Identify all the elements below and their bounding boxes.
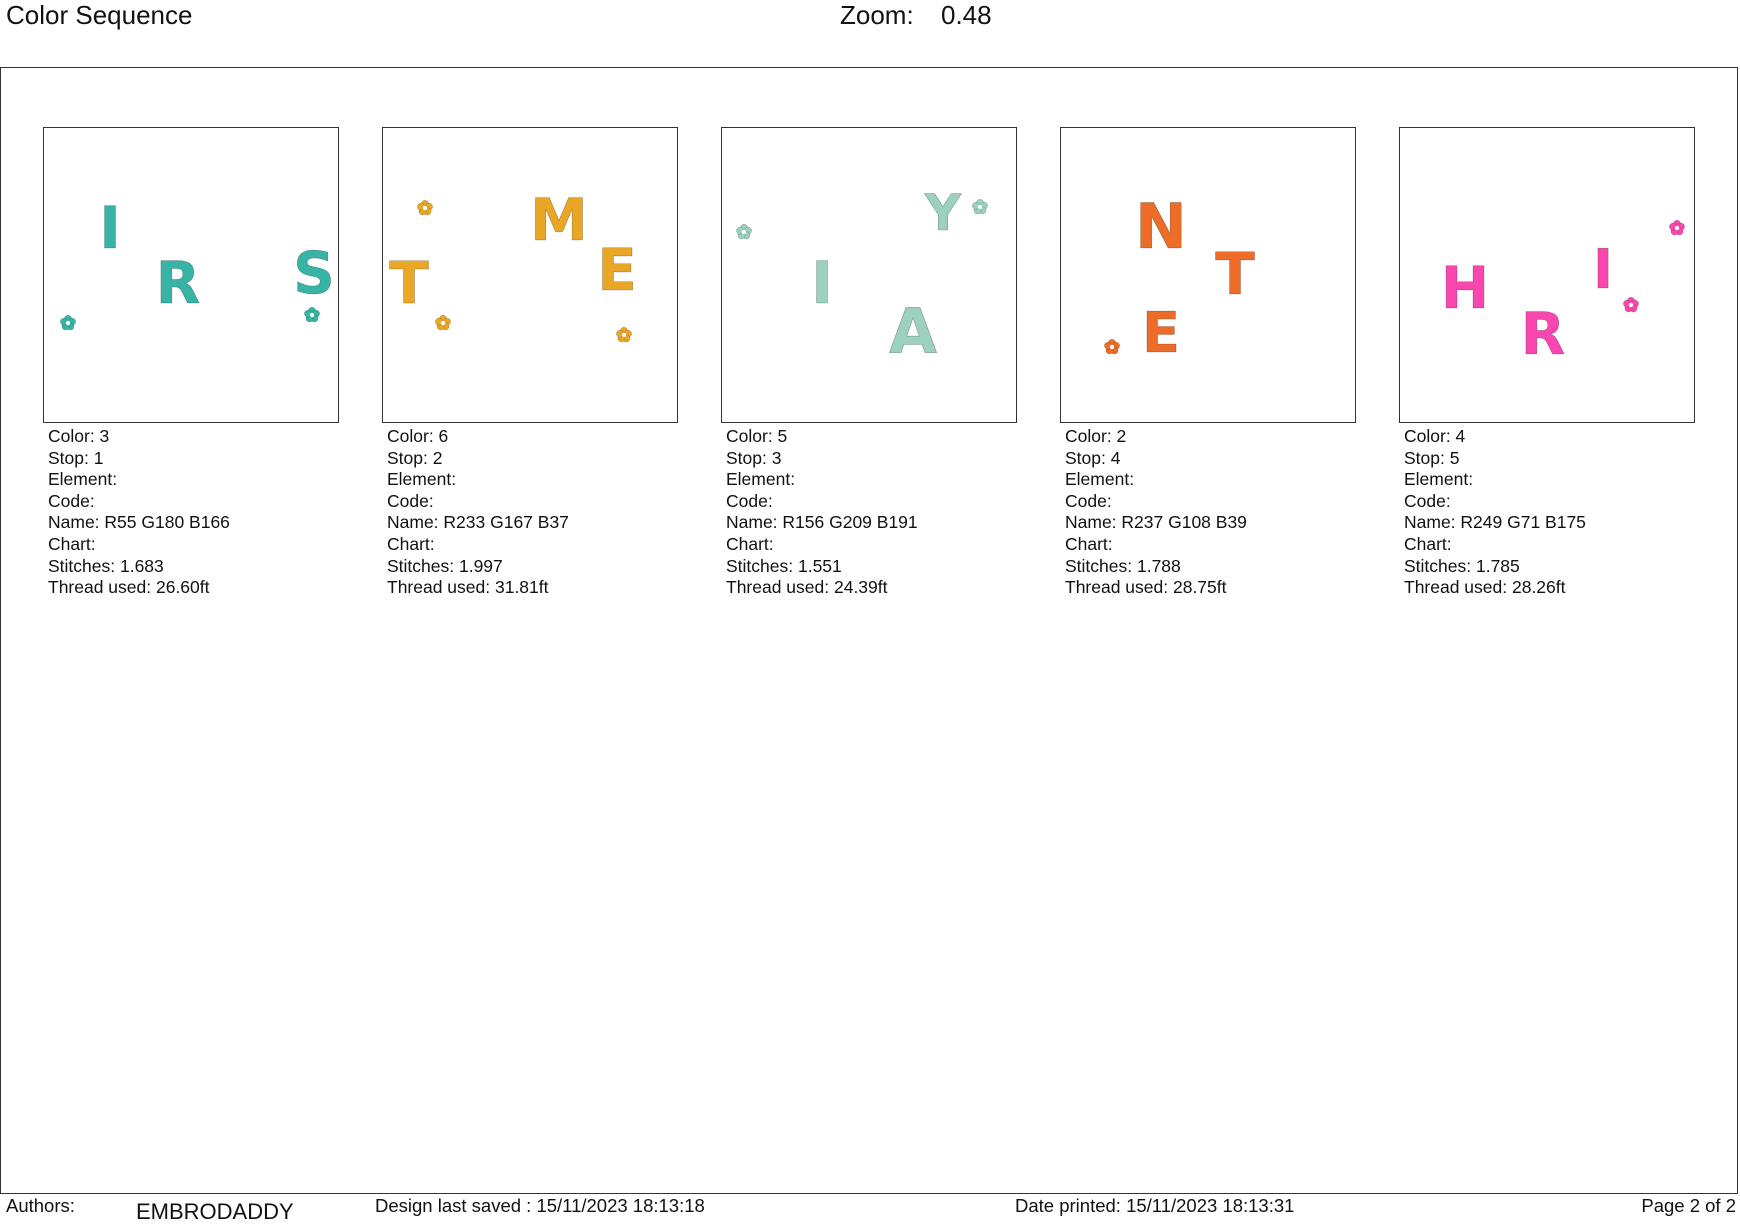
color-name: Name: R237 G108 B39 [1065, 512, 1247, 533]
flower-icon [972, 198, 988, 215]
glyph: A [889, 295, 937, 368]
design-preview: H R I [1440, 219, 1685, 368]
glyph: E [597, 236, 637, 304]
color-name: Name: R156 G209 B191 [726, 512, 918, 533]
glyph: E [1142, 301, 1180, 366]
thumbnail: T M E [382, 127, 678, 423]
stop-number: Stop: 2 [387, 447, 443, 468]
flower-icon [616, 326, 632, 343]
glyph: N [1135, 190, 1187, 263]
chart-field: Chart: [726, 533, 774, 554]
thread-used: Thread used: 28.26ft [1404, 577, 1566, 598]
page-title: Color Sequence [6, 0, 193, 30]
glyph: R [156, 249, 201, 317]
glyph: T [389, 249, 429, 317]
stop-number: Stop: 5 [1404, 447, 1460, 468]
page-number: Page 2 of 2 [1641, 1195, 1736, 1216]
thread-used: Thread used: 28.75ft [1065, 577, 1227, 598]
print-frame [0, 67, 1738, 1194]
color-info: Color: 4 Stop: 5 Element: Code: Name: R2… [1399, 426, 1695, 599]
chart-field: Chart: [387, 533, 435, 554]
code-field: Code: [1065, 490, 1112, 511]
color-card: I R S Color: 3 Stop: 1 Element: Code: Na… [43, 127, 339, 599]
color-number: Color: 2 [1065, 426, 1127, 446]
glyph: R [1521, 300, 1566, 368]
color-card: T M E Color: 6 Stop: 2 Element: Code: Na… [382, 127, 678, 599]
code-field: Code: [48, 490, 95, 511]
chart-field: Chart: [1065, 533, 1113, 554]
flower-icon [417, 199, 433, 216]
authors-label: Authors: [6, 1195, 75, 1216]
date-printed: Date printed: 15/11/2023 18:13:31 [1015, 1195, 1295, 1216]
glyph: M [530, 186, 588, 254]
color-name: Name: R55 G180 B166 [48, 512, 230, 533]
stitch-count: Stitches: 1.785 [1404, 555, 1520, 576]
stop-number: Stop: 4 [1065, 447, 1121, 468]
zoom-value: 0.48 [941, 0, 992, 30]
element-field: Element: [48, 469, 118, 490]
zoom-label: Zoom: [840, 0, 914, 30]
element-field: Element: [726, 469, 796, 490]
flower-icon [1104, 338, 1120, 355]
color-card: Y I A Color: 5 Stop: 3 Element: Code: Na… [721, 127, 1017, 599]
glyph: I [811, 249, 833, 317]
color-number: Color: 4 [1404, 426, 1466, 446]
thread-used: Thread used: 31.81ft [387, 577, 549, 598]
stitch-count: Stitches: 1.551 [726, 555, 842, 576]
flower-icon [1669, 219, 1685, 236]
color-number: Color: 6 [387, 426, 449, 446]
flower-icon [304, 306, 320, 323]
color-card: H R I Color: 4 Stop: 5 Element: Code: Na… [1399, 127, 1695, 599]
thumbnail: H R I [1399, 127, 1695, 423]
authors-value: EMBRODADDY [136, 1199, 294, 1224]
stitch-count: Stitches: 1.788 [1065, 555, 1181, 576]
color-info: Color: 2 Stop: 4 Element: Code: Name: R2… [1060, 426, 1356, 599]
stitch-count: Stitches: 1.683 [48, 555, 164, 576]
color-info: Color: 3 Stop: 1 Element: Code: Name: R5… [43, 426, 339, 599]
thumbnail: N T E [1060, 127, 1356, 423]
design-last-saved: Design last saved : 15/11/2023 18:13:18 [375, 1195, 705, 1216]
design-preview: T M E [389, 186, 637, 343]
design-preview: I R S [60, 194, 335, 331]
flower-icon [736, 223, 752, 240]
chart-field: Chart: [1404, 533, 1452, 554]
flower-icon [435, 314, 451, 331]
code-field: Code: [1404, 490, 1451, 511]
glyph: I [99, 194, 121, 262]
color-info: Color: 6 Stop: 2 Element: Code: Name: R2… [382, 426, 678, 599]
thumbnail: Y I A [721, 127, 1017, 423]
glyph: Y [924, 184, 962, 242]
thumbnail: I R S [43, 127, 339, 423]
chart-field: Chart: [48, 533, 96, 554]
glyph: S [293, 239, 335, 307]
color-number: Color: 5 [726, 426, 788, 446]
stop-number: Stop: 3 [726, 447, 782, 468]
stitch-count: Stitches: 1.997 [387, 555, 503, 576]
code-field: Code: [726, 490, 773, 511]
glyph: H [1441, 254, 1490, 322]
design-preview: N T E [1104, 190, 1256, 366]
color-card: N T E Color: 2 Stop: 4 Element: Code: Na… [1060, 127, 1356, 599]
glyph: T [1215, 240, 1255, 308]
element-field: Element: [1404, 469, 1474, 490]
design-preview: Y I A [736, 184, 988, 368]
thread-used: Thread used: 24.39ft [726, 577, 888, 598]
color-name: Name: R249 G71 B175 [1404, 512, 1586, 533]
code-field: Code: [387, 490, 434, 511]
thread-used: Thread used: 26.60ft [48, 577, 210, 598]
flower-icon [60, 314, 76, 331]
flower-icon [1623, 296, 1639, 313]
color-info: Color: 5 Stop: 3 Element: Code: Name: R1… [721, 426, 1017, 599]
glyph: I [1593, 238, 1613, 301]
element-field: Element: [387, 469, 457, 490]
element-field: Element: [1065, 469, 1135, 490]
color-name: Name: R233 G167 B37 [387, 512, 569, 533]
stop-number: Stop: 1 [48, 447, 104, 468]
color-number: Color: 3 [48, 426, 110, 446]
